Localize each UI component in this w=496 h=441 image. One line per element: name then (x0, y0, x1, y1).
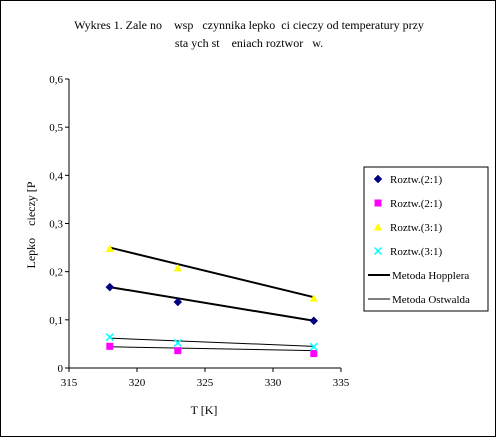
x-tick-label: 335 (333, 377, 350, 389)
fit-line (109, 337, 314, 347)
data-point (309, 294, 318, 302)
y-axis-label: Lepko cieczy [P (24, 181, 38, 268)
data-point (105, 282, 115, 292)
legend-item: Roztw.(3:1) (373, 246, 442, 258)
legend-label: Metoda Hopplera (392, 270, 469, 282)
legend-item: Metoda Ostwalda (368, 294, 470, 306)
legend-item: Roztw.(2:1) (373, 174, 442, 186)
y-tick-label: 0 (58, 363, 64, 375)
y-tick-label: 0,4 (49, 170, 63, 182)
fit-line (109, 246, 315, 299)
data-point (310, 350, 318, 358)
data-point (105, 333, 114, 342)
x-marker-stroke (309, 342, 318, 351)
data-point (173, 338, 182, 347)
legend-marker (374, 223, 382, 231)
legend-item: Metoda Hopplera (368, 270, 469, 282)
y-tick-label: 0,5 (49, 122, 63, 134)
x-marker-stroke (105, 333, 114, 342)
chart-title-line2: sta ych st eniach roztwor w. (175, 36, 323, 50)
legend-marker (373, 246, 383, 256)
x-tick-label: 330 (265, 377, 282, 389)
x-tick-label: 320 (129, 377, 146, 389)
data-point (105, 244, 114, 253)
x-marker-stroke (373, 246, 383, 256)
plot-area: 0 0,1 0,2 0,3 0,4 0,5 0,6 315 320 325 330 335 (49, 74, 350, 389)
data-point (174, 347, 182, 355)
legend-label: Roztw.(2:1) (390, 198, 442, 210)
legend-box (363, 166, 489, 312)
y-tick-label: 0,6 (49, 74, 63, 86)
data-point (173, 263, 182, 272)
legend-label: Roztw.(3:1) (390, 246, 442, 258)
chart-title-line1: Wykres 1. Zale no wsp czynnika lepko ci … (74, 18, 424, 32)
y-tick-label: 0,2 (49, 267, 63, 279)
fit-line (109, 346, 314, 352)
data-point (106, 342, 114, 350)
legend-item: Roztw.(3:1) (374, 222, 442, 234)
legend-item: Roztw.(2:1) (374, 198, 442, 210)
legend-label: Metoda Ostwalda (392, 294, 470, 306)
fit-line (109, 286, 314, 322)
legend: Roztw.(2:1) Roztw.(2:1) Roztw.(3:1) Roztw.(… (363, 166, 489, 312)
x-tick-label: 315 (61, 377, 78, 389)
x-tick-label: 325 (197, 377, 214, 389)
x-marker-stroke (173, 338, 182, 347)
y-tick-label: 0,3 (49, 219, 63, 231)
y-tick-label: 0,1 (49, 315, 63, 327)
x-axis-label: T [K] (191, 403, 218, 417)
data-point (309, 342, 318, 351)
legend-marker (373, 174, 383, 184)
data-point (309, 316, 319, 326)
data-point (173, 297, 183, 307)
legend-label: Roztw.(3:1) (390, 222, 442, 234)
legend-label: Roztw.(2:1) (390, 174, 442, 186)
legend-marker (374, 199, 382, 207)
